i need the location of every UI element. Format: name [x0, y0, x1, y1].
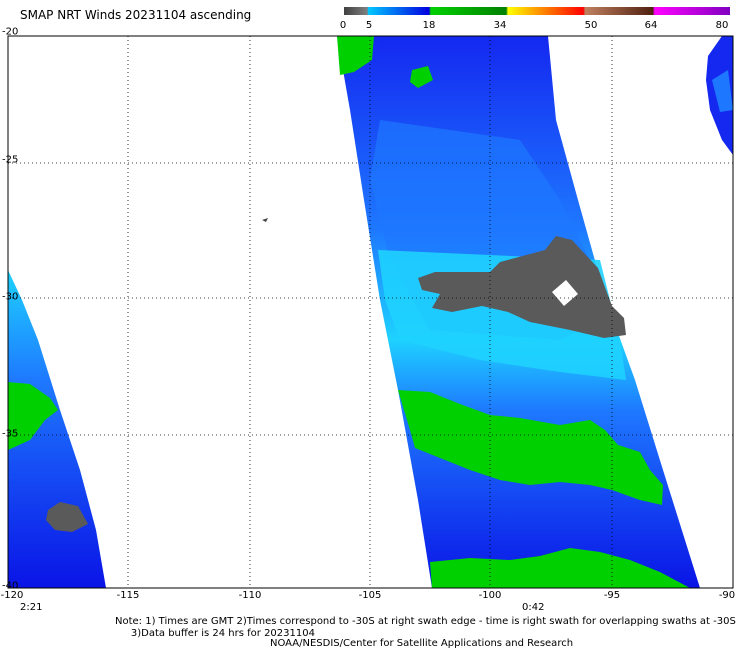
lat-tick: -35 — [2, 428, 19, 440]
lat-tick: -20 — [2, 26, 19, 38]
colorbar-label: 50 — [584, 20, 598, 31]
lon-tick: -105 — [358, 590, 382, 601]
lon-tick: -100 — [478, 590, 502, 601]
colorbar-label: 64 — [644, 20, 658, 31]
island — [262, 218, 268, 222]
credit-text: NOAA/NESDIS/Center for Satellite Applica… — [270, 638, 574, 649]
colorbar-labels: 0 5 18 34 50 64 80 — [0, 20, 740, 32]
time-label-left: 2:21 — [20, 602, 43, 613]
wind-map — [7, 35, 734, 589]
right-swath-highlight — [712, 70, 733, 112]
colorbar-label: 5 — [365, 20, 373, 31]
lat-tick: -25 — [2, 154, 19, 166]
lon-tick: -95 — [603, 590, 621, 601]
time-label-center: 0:42 — [522, 602, 545, 613]
left-swath — [8, 270, 106, 588]
lon-tick: -120 — [0, 590, 24, 601]
green-band-bottom — [430, 548, 690, 588]
map-title: SMAP NRT Winds 20231104 ascending — [20, 8, 252, 22]
wind-speed-colorbar — [344, 7, 730, 15]
lon-tick: -90 — [718, 590, 736, 601]
lat-tick: -30 — [2, 291, 19, 303]
colorbar-label: 0 — [339, 20, 347, 31]
green-patch — [410, 66, 433, 88]
map-border — [7, 35, 734, 589]
colorbar-label: 34 — [493, 20, 507, 31]
lon-tick: -115 — [116, 590, 140, 601]
colorbar-label: 80 — [715, 20, 729, 31]
dark-calm-left — [46, 502, 88, 532]
green-band — [398, 390, 663, 505]
note-text: Note: 1) Times are GMT 2)Times correspon… — [115, 616, 736, 639]
gridlines — [8, 36, 733, 588]
dark-calm-region — [418, 236, 626, 338]
green-patch-left — [8, 382, 58, 450]
lat-tick: -40 — [2, 580, 19, 592]
calm-center — [552, 280, 578, 306]
colorbar-label: 18 — [422, 20, 436, 31]
lon-tick: -110 — [238, 590, 262, 601]
green-patch — [337, 36, 374, 75]
